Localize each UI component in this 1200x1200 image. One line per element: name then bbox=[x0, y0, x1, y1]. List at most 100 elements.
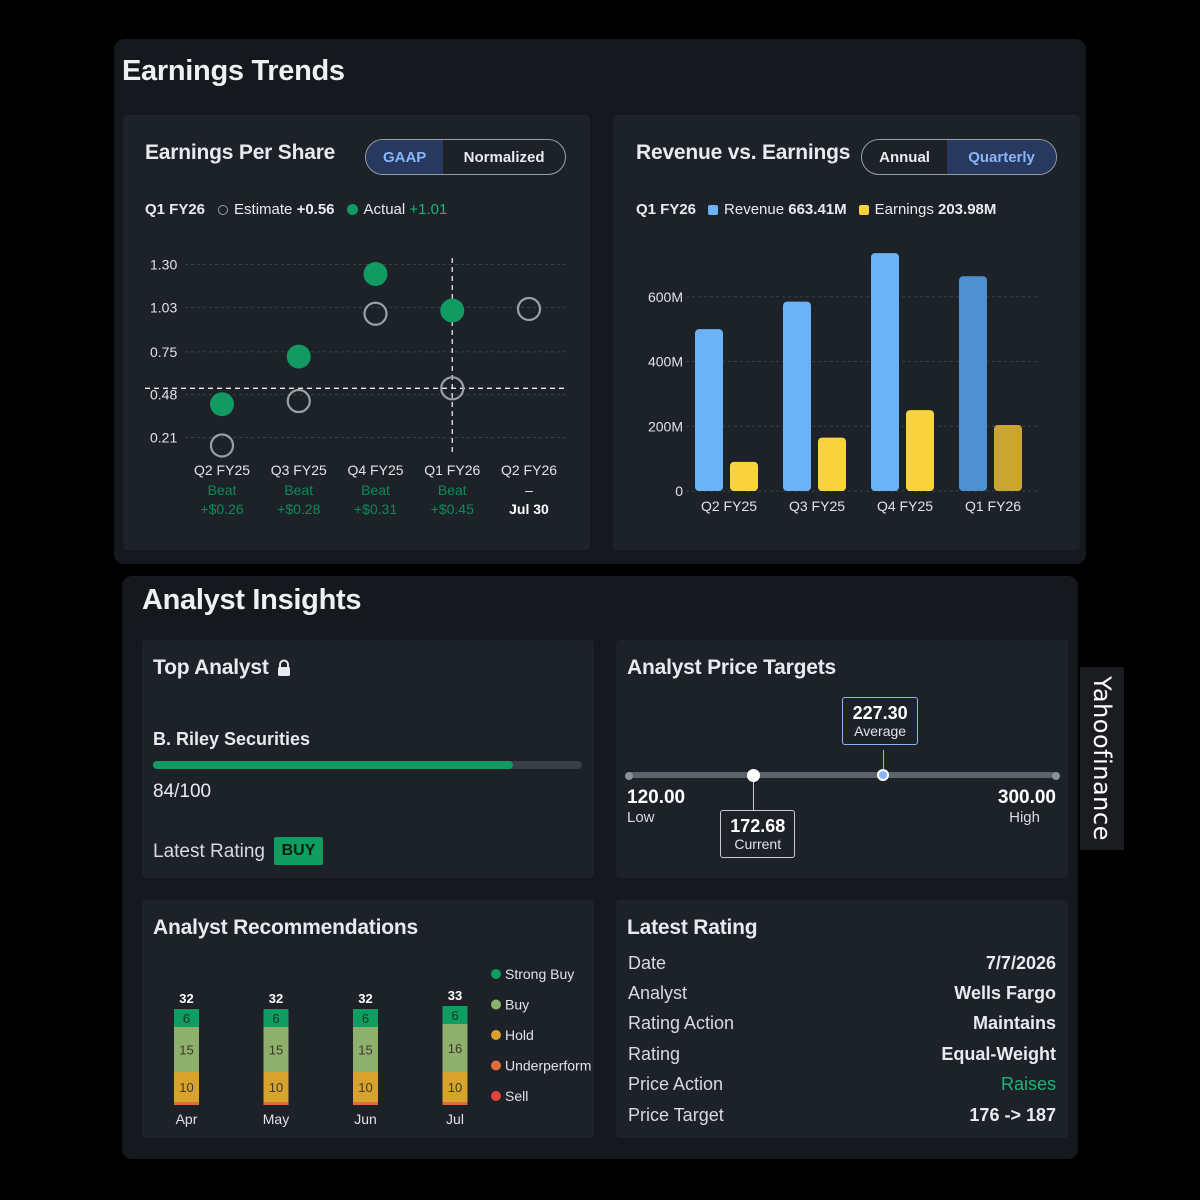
eps-actual-point bbox=[210, 392, 234, 417]
analyst-score: 84/100 bbox=[153, 781, 212, 802]
recommendation-count: 6 bbox=[183, 1011, 190, 1026]
current-marker[interactable] bbox=[746, 769, 760, 782]
eps-surprise-label: +$0.31 bbox=[354, 501, 397, 517]
eps-estimate-point bbox=[516, 296, 542, 322]
recommendation-legend-dot bbox=[491, 969, 501, 979]
current-price: 172.68 bbox=[730, 816, 786, 836]
rating-key: Rating Action bbox=[628, 1013, 735, 1033]
eps-status-label: Beat bbox=[284, 482, 313, 498]
top-analyst-header: Top Analyst bbox=[153, 656, 292, 680]
eps-legend: Q1 FY26 Estimate +0.56 Actual +1.01 bbox=[145, 201, 447, 218]
recommendations-card: Analyst Recommendations 6 15 10 32 Apr 6 15 10 3… bbox=[142, 900, 594, 1138]
rating-row-rating: Rating Equal-Weight bbox=[628, 1044, 1056, 1065]
analyst-firm-name[interactable]: B. Riley Securities bbox=[153, 729, 311, 749]
recommendation-count: 10 bbox=[269, 1080, 283, 1095]
eps-x-tick: Q1 FY26 bbox=[424, 462, 480, 478]
earnings-label: Earnings bbox=[874, 201, 934, 218]
recommendation-count: 15 bbox=[358, 1043, 372, 1058]
earnings-bar bbox=[906, 410, 934, 491]
revenue-bar bbox=[871, 253, 899, 491]
quarterly-toggle-button[interactable]: Quarterly bbox=[947, 140, 1056, 174]
recommendation-segment bbox=[263, 1072, 289, 1102]
recommendation-segment bbox=[353, 1072, 378, 1102]
eps-surprise-label: +$0.26 bbox=[200, 501, 243, 517]
watermark-text: Yahoofinance bbox=[1088, 676, 1116, 841]
lock-icon[interactable] bbox=[276, 659, 292, 677]
high-price-group: 300.00 High bbox=[998, 787, 1056, 826]
latest-rating-card: Latest Rating Date 7/7/2026 Analyst Wells … bbox=[616, 900, 1068, 1138]
rating-value: 7/7/2026 bbox=[985, 953, 1056, 973]
high-label: High bbox=[1009, 809, 1040, 826]
revenue-x-tick: Q1 FY26 bbox=[965, 498, 1021, 514]
earnings-trends-title: Earnings Trends bbox=[122, 55, 345, 87]
recommendation-month: May bbox=[263, 1111, 289, 1127]
average-marker[interactable] bbox=[877, 769, 890, 781]
gaap-toggle-button[interactable]: GAAP bbox=[366, 140, 444, 174]
rating-row-price-target: Price Target 176 -> 187 bbox=[628, 1105, 1056, 1126]
high-price: 300.00 bbox=[997, 787, 1056, 808]
recommendation-segment bbox=[442, 1006, 468, 1024]
recommendation-count: 10 bbox=[358, 1080, 372, 1095]
rating-value[interactable]: Wells Fargo bbox=[954, 983, 1056, 1003]
low-label: Low bbox=[627, 809, 655, 826]
eps-y-tick: 0.75 bbox=[150, 344, 177, 360]
eps-estimate-point bbox=[440, 376, 465, 401]
actual-label: Actual bbox=[363, 201, 406, 218]
eps-title: Earnings Per Share bbox=[145, 141, 336, 164]
earnings-bar bbox=[730, 461, 758, 491]
revenue-x-tick: Q2 FY25 bbox=[701, 498, 757, 514]
earnings-bar bbox=[994, 424, 1022, 491]
eps-actual-point bbox=[440, 298, 465, 323]
eps-surprise-label: +$0.28 bbox=[277, 501, 320, 517]
eps-y-tick: 0.48 bbox=[150, 387, 177, 403]
latest-rating-label: Latest Rating bbox=[153, 841, 265, 862]
eps-status-label: Beat bbox=[208, 482, 237, 498]
estimate-label: Estimate bbox=[234, 201, 293, 218]
recommendation-segment bbox=[174, 1072, 199, 1102]
eps-card: Earnings Per Share GAAP Normalized Q1 FY… bbox=[123, 115, 590, 550]
recommendation-count: 6 bbox=[451, 1008, 458, 1023]
revenue-bar bbox=[695, 329, 723, 491]
eps-status-label: – bbox=[525, 482, 533, 498]
recommendation-segment bbox=[353, 1027, 378, 1072]
recommendation-segment bbox=[263, 1027, 289, 1072]
recommendation-count: 6 bbox=[272, 1011, 279, 1026]
revenue-period: Q1 FY26 bbox=[636, 201, 697, 218]
eps-y-tick: 1.30 bbox=[150, 257, 177, 273]
analyst-score-fill bbox=[153, 761, 514, 769]
eps-surprise-label: Jul 30 bbox=[509, 501, 549, 517]
low-end-dot bbox=[625, 772, 633, 780]
revenue-y-tick: 600M bbox=[648, 289, 683, 305]
revenue-value: 663.41M bbox=[788, 201, 847, 218]
eps-status-label: Beat bbox=[361, 482, 390, 498]
recommendation-segment bbox=[442, 1072, 468, 1102]
recommendation-total: 32 bbox=[269, 991, 283, 1006]
rating-key: Date bbox=[628, 953, 667, 973]
recommendation-segment bbox=[442, 1024, 468, 1072]
rating-row-analyst: Analyst Wells Fargo bbox=[628, 983, 1056, 1004]
price-targets-title: Analyst Price Targets bbox=[627, 656, 836, 679]
current-label: Current bbox=[734, 836, 782, 852]
price-range-track bbox=[628, 772, 1056, 778]
recommendation-legend-label: Underperform bbox=[505, 1058, 591, 1074]
eps-status-label: Beat bbox=[438, 482, 467, 498]
earnings-bar bbox=[818, 437, 846, 491]
eps-estimate-point bbox=[286, 388, 311, 414]
eps-estimate-point bbox=[209, 433, 235, 458]
latest-rating-title: Latest Rating bbox=[627, 916, 758, 939]
recommendation-total: 32 bbox=[358, 991, 372, 1006]
recommendation-legend-dot bbox=[491, 1030, 501, 1040]
eps-actual-point bbox=[286, 344, 311, 369]
rating-value: 176 -> 187 bbox=[969, 1105, 1056, 1125]
rating-row-date: Date 7/7/2026 bbox=[628, 953, 1056, 974]
low-price: 120.00 bbox=[627, 787, 686, 808]
analyst-insights-section: Analyst Insights Top Analyst B. Riley Se… bbox=[122, 576, 1078, 1159]
revenue-title: Revenue vs. Earnings bbox=[636, 141, 851, 164]
rating-key: Rating bbox=[628, 1044, 681, 1064]
recommendation-count: 10 bbox=[179, 1080, 193, 1095]
average-label: Average bbox=[854, 723, 907, 739]
rating-key: Price Action bbox=[628, 1074, 724, 1094]
eps-x-tick: Q2 FY25 bbox=[194, 462, 250, 478]
annual-toggle-button[interactable]: Annual bbox=[879, 148, 930, 166]
normalized-toggle-button[interactable]: Normalized bbox=[463, 148, 545, 166]
